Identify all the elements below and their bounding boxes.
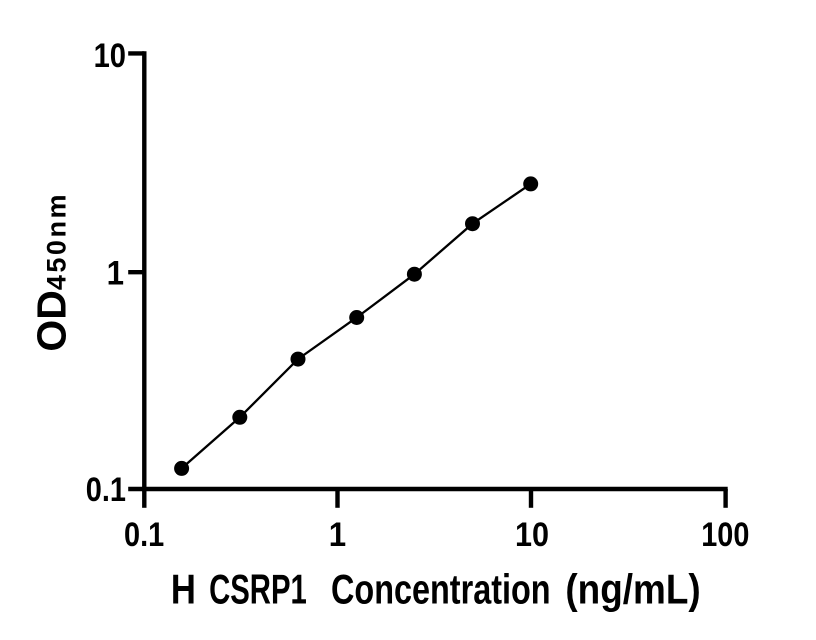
- svg-text:H: H: [171, 566, 196, 613]
- svg-text:10: 10: [515, 516, 549, 554]
- svg-text:0.1: 0.1: [86, 471, 126, 509]
- svg-text:CSRP1: CSRP1: [209, 566, 307, 613]
- svg-text:10: 10: [94, 37, 126, 75]
- svg-text:1: 1: [107, 255, 124, 293]
- svg-text:100: 100: [701, 516, 749, 554]
- svg-text:OD450nm: OD450nm: [29, 192, 75, 352]
- svg-text:0.1: 0.1: [124, 516, 164, 554]
- svg-text:Concentration: Concentration: [331, 566, 551, 613]
- svg-text:(ng/mL): (ng/mL): [565, 566, 700, 613]
- svg-text:1: 1: [329, 516, 346, 554]
